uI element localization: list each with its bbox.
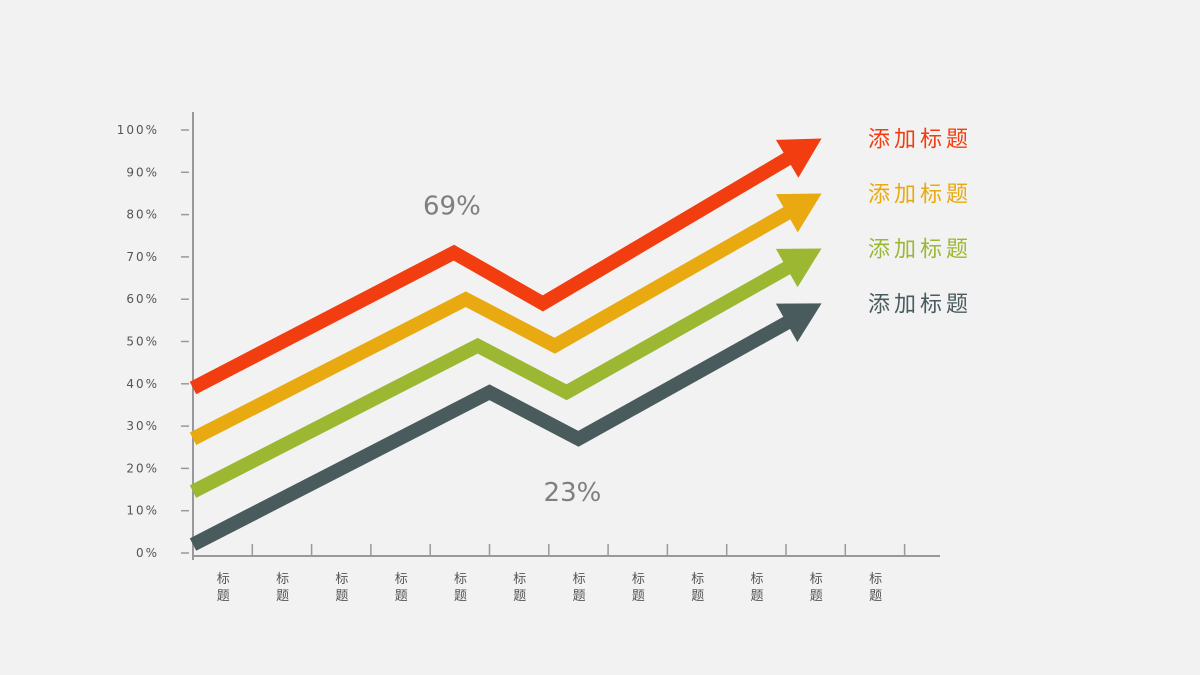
x-tick-label: 标题 <box>217 572 230 604</box>
series-arrowhead <box>775 248 822 288</box>
series-line <box>189 260 794 498</box>
legend-label: 添加标题 <box>868 292 972 317</box>
x-tick-label: 标题 <box>454 572 467 604</box>
x-tick-label: 标题 <box>395 572 408 604</box>
y-tick-label: 30% <box>126 419 159 433</box>
series-arrowhead <box>775 303 822 343</box>
series-line <box>189 150 795 395</box>
annotation-label: 23% <box>544 478 602 508</box>
y-tick-label: 100% <box>117 123 159 137</box>
series-line <box>189 314 794 551</box>
x-tick-label: 标题 <box>513 572 526 604</box>
y-tick-label: 10% <box>126 504 159 518</box>
x-tick-label: 标题 <box>573 572 586 604</box>
legend-label: 添加标题 <box>868 127 972 152</box>
x-tick-label: 标题 <box>810 572 823 604</box>
y-tick-label: 90% <box>126 165 159 179</box>
x-tick-label: 标题 <box>869 572 882 604</box>
x-tick-label: 标题 <box>691 572 704 604</box>
legend-label: 添加标题 <box>868 182 972 207</box>
series-arrowhead <box>775 138 822 178</box>
y-tick-label: 20% <box>126 461 159 475</box>
y-tick-label: 80% <box>126 208 159 222</box>
x-tick-label: 标题 <box>632 572 645 604</box>
y-tick-label: 50% <box>126 335 159 349</box>
x-tick-label: 标题 <box>335 572 348 604</box>
annotation-label: 69% <box>423 192 481 222</box>
y-tick-label: 40% <box>126 377 159 391</box>
y-tick-label: 0% <box>136 546 159 560</box>
x-tick-label: 标题 <box>276 572 289 604</box>
legend-label: 添加标题 <box>868 237 972 262</box>
series-line <box>189 205 794 446</box>
x-tick-label: 标题 <box>750 572 763 604</box>
series-arrowhead <box>775 193 822 233</box>
y-tick-label: 70% <box>126 250 159 264</box>
y-tick-label: 60% <box>126 292 159 306</box>
